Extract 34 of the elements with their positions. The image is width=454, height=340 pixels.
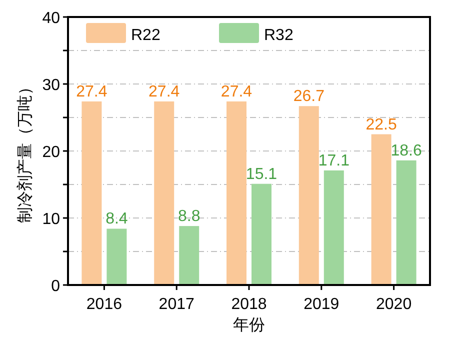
data-label: 15.1 (246, 166, 278, 183)
data-label: 8.4 (106, 210, 128, 228)
data-label: 27.4 (148, 83, 180, 100)
bar (298, 106, 319, 285)
bar (226, 101, 246, 285)
y-tick-label: 30 (42, 77, 60, 94)
data-label: 22.5 (366, 116, 397, 134)
x-tick-label: 2017 (158, 296, 194, 313)
data-label: 27.4 (220, 83, 252, 100)
bar (396, 160, 416, 285)
data-label: 27.4 (76, 83, 108, 100)
x-tick-label: 2016 (86, 296, 122, 313)
legend-label: R32 (264, 27, 294, 44)
bar (179, 226, 200, 285)
x-tick-label: 2018 (231, 296, 267, 313)
data-label: 8.8 (178, 208, 200, 226)
x-axis-title: 年份 (233, 317, 265, 334)
data-label: 26.7 (293, 88, 325, 106)
data-label: 17.1 (318, 152, 350, 170)
x-tick-label: 2020 (376, 296, 412, 313)
y-tick-label: 0 (51, 278, 60, 295)
bar (371, 134, 392, 285)
y-tick-label: 10 (42, 211, 60, 228)
bar (252, 184, 272, 285)
x-tick-label: 2019 (304, 296, 340, 313)
y-tick-label: 20 (42, 144, 60, 161)
bar (324, 170, 344, 285)
data-label: 18.6 (390, 142, 422, 160)
bar (82, 101, 102, 285)
y-axis-title: 制冷剂产量（万吨） (16, 79, 34, 223)
y-tick-label: 40 (42, 10, 60, 27)
legend-label: R22 (131, 27, 160, 44)
bar (106, 228, 127, 285)
bar (154, 101, 174, 285)
